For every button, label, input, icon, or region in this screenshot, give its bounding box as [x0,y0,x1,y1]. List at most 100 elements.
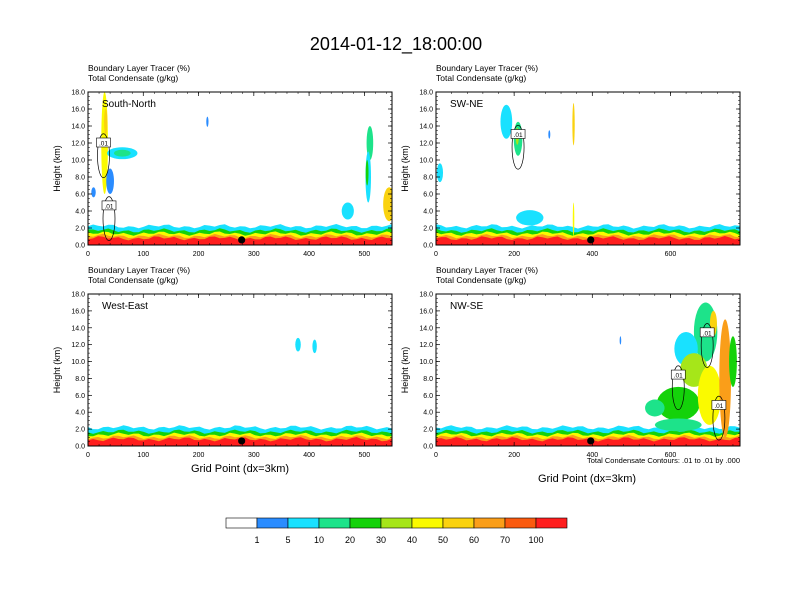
plot-background [88,294,392,446]
y-tick-label: 8.0 [75,376,85,383]
location-marker [238,437,246,445]
tracer-blob [729,336,737,387]
x-tick-label: 600 [665,251,677,258]
y-tick-label: 10.0 [419,158,433,165]
panel-south-north: .01 .01 South-North Boundary Layer Tracer (… [52,63,393,258]
contour-note: Total Condensate Contours: .01 to .01 by… [587,456,740,465]
panel-header-tracer: Boundary Layer Tracer (%) [436,265,538,275]
y-tick-label: 4.0 [75,209,85,216]
panel-label: South-North [102,99,156,110]
panel-header-condensate: Total Condensate (g/kg) [436,275,526,285]
svg-text:.01: .01 [104,203,113,210]
colorbar-label: 30 [376,535,386,545]
plot-area: .01 [436,92,740,245]
plot-background [88,92,392,245]
location-marker [587,437,595,445]
colorbar-swatch [411,517,444,529]
y-tick-label: 10.0 [71,359,85,366]
y-tick-label: 6.0 [423,393,433,400]
y-tick-label: 0.0 [423,243,433,250]
y-tick-label: 4.0 [423,410,433,417]
y-tick-label: 8.0 [75,175,85,182]
x-tick-label: 500 [359,452,371,459]
y-tick-label: 10.0 [419,359,433,366]
x-tick-label: 0 [434,452,438,459]
colorbar-swatch [287,517,320,529]
tracer-blob [341,202,354,220]
contour-label: .01 [96,137,111,148]
y-tick-label: 8.0 [423,376,433,383]
panel-header-condensate: Total Condensate (g/kg) [436,73,526,83]
y-tick-label: 14.0 [419,124,433,131]
y-tick-label: 2.0 [75,427,85,434]
x-axis-label-left: Grid Point (dx=3km) [191,463,289,475]
x-tick-label: 200 [508,452,520,459]
condensate-contour [671,365,685,411]
x-tick-label: 0 [434,251,438,258]
y-tick-label: 4.0 [423,209,433,216]
y-tick-label: 4.0 [75,410,85,417]
tracer-blob [572,202,575,237]
figure-title: 2014-01-12_18:00:00 [310,34,482,55]
y-axis-label: Height (km) [52,145,62,192]
y-tick-label: 6.0 [75,393,85,400]
panel-header-condensate: Total Condensate (g/kg) [88,275,178,285]
y-tick-label: 10.0 [71,158,85,165]
colorbar-label: 100 [528,535,543,545]
x-tick-label: 100 [137,251,149,258]
y-tick-label: 2.0 [423,427,433,434]
location-marker [587,236,595,244]
y-tick-label: 18.0 [71,292,85,299]
y-tick-label: 0.0 [423,444,433,451]
colorbar-swatch [349,517,382,529]
condensate-contour [712,395,726,441]
x-tick-label: 100 [137,452,149,459]
y-tick-label: 12.0 [419,342,433,349]
panel-label: SW-NE [450,99,483,110]
x-tick-label: 500 [359,251,371,258]
x-tick-label: 0 [86,251,90,258]
y-tick-label: 12.0 [419,141,433,148]
x-tick-label: 300 [248,452,260,459]
panel-header-tracer: Boundary Layer Tracer (%) [88,63,190,73]
svg-text:.01: .01 [714,403,723,410]
x-tick-label: 300 [248,251,260,258]
tracer-blob [572,103,575,146]
tracer-blob [295,337,301,352]
y-tick-label: 14.0 [71,325,85,332]
colorbar-swatch [535,517,568,529]
tracer-blob [106,168,114,194]
y-tick-label: 16.0 [71,308,85,315]
y-tick-label: 6.0 [75,192,85,199]
y-tick-label: 18.0 [419,90,433,97]
panel-nw-se: .01 .01 .01 NW-SE Boundary Layer Tracer (%)T… [400,265,741,459]
contour-label: .01 [101,200,117,210]
x-tick-label: 600 [665,452,677,459]
y-tick-label: 16.0 [419,308,433,315]
y-axis-label: Height (km) [52,347,62,394]
tracer-blob [656,386,700,421]
y-tick-label: 14.0 [71,124,85,131]
y-tick-label: 8.0 [423,175,433,182]
svg-text:.01: .01 [703,330,712,337]
condensate-contour [700,323,714,368]
x-tick-label: 200 [508,251,520,258]
y-tick-label: 0.0 [75,444,85,451]
panel-sw-ne: .01 SW-NE Boundary Layer Tracer (%)Total C… [400,63,741,258]
tracer-blob [312,339,317,354]
colorbar-swatch [504,517,537,529]
tracer-blob [365,160,369,186]
condensate-contour [511,124,525,170]
plot-area: .01 .01 .01 [436,294,740,446]
condensate-contour [102,196,116,241]
colorbar-swatch [318,517,351,529]
colorbar-label: 5 [285,535,290,545]
colorbar-label: 50 [438,535,448,545]
colorbar-label: 1 [254,535,259,545]
tracer-blob [654,418,702,432]
y-tick-label: 6.0 [423,192,433,199]
contour-label: .01 [670,369,686,380]
panel-header-tracer: Boundary Layer Tracer (%) [436,63,538,73]
panel-label: West-East [102,301,148,312]
panel-label: NW-SE [450,301,483,312]
